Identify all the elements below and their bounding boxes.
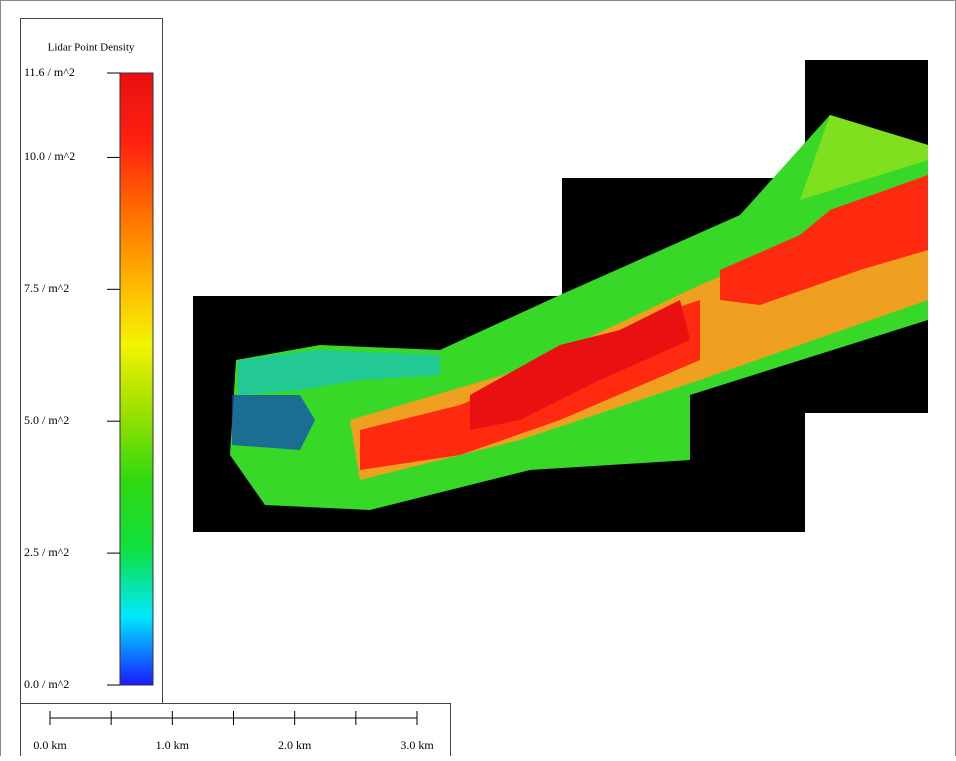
legend-label: 2.5 / m^2 — [24, 545, 69, 559]
density-map — [193, 60, 928, 532]
scale-label: 0.0 km — [33, 738, 67, 752]
legend-label: 0.0 / m^2 — [24, 677, 69, 691]
scale-label: 3.0 km — [400, 738, 434, 752]
legend-label: 7.5 / m^2 — [24, 281, 69, 295]
scale-label: 2.0 km — [278, 738, 312, 752]
legend: Lidar Point Density — [21, 19, 163, 704]
legend-label: 11.6 / m^2 — [24, 65, 75, 79]
legend-label: 5.0 / m^2 — [24, 413, 69, 427]
legend-title: Lidar Point Density — [48, 42, 135, 54]
scale-bar — [21, 704, 451, 757]
color-bar — [120, 73, 153, 685]
map-view: Lidar Point Density 11.6 / m^2 10.0 / m^2… — [0, 0, 956, 756]
scale-label: 1.0 km — [156, 738, 190, 752]
legend-label: 10.0 / m^2 — [24, 149, 75, 163]
scale-box — [21, 704, 451, 757]
